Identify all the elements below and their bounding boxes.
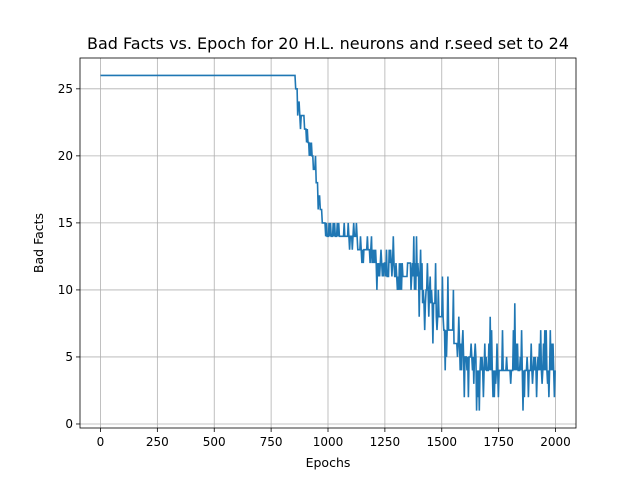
series-line [100, 74, 556, 411]
x-tick-label: 750 [260, 435, 283, 449]
x-tick-label: 0 [97, 435, 105, 449]
y-tick-label: 0 [65, 417, 73, 431]
y-tick-label: 15 [58, 216, 73, 230]
y-axis-label: Bad Facts [31, 213, 46, 273]
x-tick-label: 250 [146, 435, 169, 449]
series-path [100, 74, 556, 411]
x-tick-label: 1500 [426, 435, 457, 449]
chart-title: Bad Facts vs. Epoch for 20 H.L. neurons … [87, 34, 569, 53]
x-axis-ticks: 0 250 500 750 1000 1250 1500 1750 2000 [97, 428, 571, 449]
x-tick-label: 1750 [483, 435, 514, 449]
x-tick-label: 500 [203, 435, 226, 449]
y-axis-ticks: 0 5 10 15 20 25 [58, 82, 80, 431]
y-tick-label: 5 [65, 350, 73, 364]
x-axis-label: Epochs [306, 455, 351, 470]
x-tick-label: 2000 [540, 435, 571, 449]
grid [80, 58, 576, 428]
y-tick-label: 20 [58, 149, 73, 163]
y-tick-label: 10 [58, 283, 73, 297]
x-tick-label: 1250 [370, 435, 401, 449]
x-tick-label: 1000 [313, 435, 344, 449]
y-tick-label: 25 [58, 82, 73, 96]
